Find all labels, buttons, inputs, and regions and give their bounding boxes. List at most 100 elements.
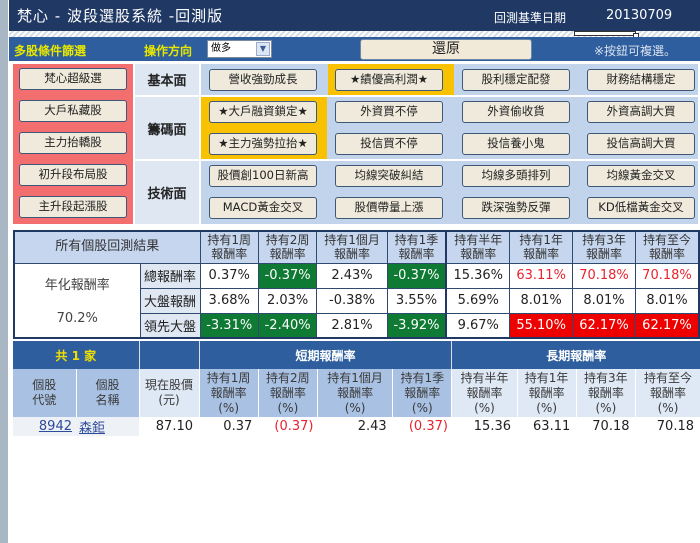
return-cell: 0.37 [223,419,253,434]
backtest-results-table: 所有個股回測結果 持有1周 報酬率 持有2周 報酬率 持有1個月 報酬率 持有1季 報酬… [13,230,700,339]
filter-button[interactable]: 外資高調大買 [587,101,695,123]
filter-button[interactable]: 股價帶量上漲 [335,197,443,219]
mini-scrollbar[interactable] [574,31,639,39]
multi-select-hint: ※按鈕可複選。 [594,44,677,58]
cell: 55.10% [509,312,574,339]
price-cell: 87.10 [155,419,193,434]
filter-panel: 梵心超級選 大戶私藏股 主力抬轎股 初升段布局股 主升段起漲股 基本面 籌碼面 … [13,64,699,227]
results-title: 所有個股回測結果 [13,230,201,264]
filter-button[interactable]: 外資偷收貨 [462,101,570,123]
toolbar: 多股條件篩選 操作方向 做多 ▼ 還原 ※按鈕可複選。 [9,37,700,61]
return-cell: 70.18 [656,419,694,434]
filter-button[interactable]: 股價創100日新高 [209,165,317,187]
preset-button[interactable]: 初升段布局股 [19,164,127,186]
filter-button[interactable]: 營收強勁成長 [209,69,317,91]
filter-button[interactable]: ★績優高利潤★ [335,69,443,91]
cell: 3.55% [386,287,447,314]
cell: 8.01% [572,287,636,314]
filter-button[interactable]: ★大戶融資鎖定★ [209,101,317,123]
row-label: 領先大盤 [139,312,201,339]
filter-button[interactable]: 跌深強勢反彈 [462,197,570,219]
cell: 70.18% [634,262,700,289]
direction-selected-value: 做多 [211,43,231,54]
table-row: 年化報酬率 70.2% 總報酬率 0.37% -0.37% 2.43% -0.3… [13,262,700,339]
col-header: 持有1個月 報酬率 (%) [316,369,393,417]
return-cell: 70.18 [592,419,630,434]
cell: 3.68% [199,287,259,314]
stock-list-table: 共 1 家 短期報酬率 長期報酬率 個股 代號 個股 名稱 現在股價 (元) 持有1周… [13,341,700,436]
blank-header [138,341,199,369]
col-name-header: 個股 名稱 [75,369,139,417]
preset-button[interactable]: 大戶私藏股 [19,100,127,122]
col-header: 持有半年 報酬率 (%) [451,369,517,417]
filter-button[interactable]: 投信買不停 [335,133,443,155]
category-fundamental: 基本面 [135,64,199,95]
long-term-header: 長期報酬率 [451,341,700,369]
cell: 15.36% [445,262,511,289]
table-row: 領先大盤 -3.31% -2.40% 2.81% -3.92% 9.67% 55… [14,312,700,339]
cell: 9.67% [445,312,511,339]
col-header: 持有1季 報酬率 (%) [392,369,452,417]
direction-select[interactable]: 做多 ▼ [207,40,272,58]
cell: 62.17% [572,312,636,339]
filter-button[interactable]: 投信高調大買 [587,133,695,155]
cell: 63.11% [509,262,574,289]
col-price-header: 現在股價 (元) [138,369,199,417]
cell: -0.38% [316,287,388,314]
filter-button[interactable]: ★主力強勢拉抬★ [209,133,317,155]
filter-button[interactable]: 均線多頭排列 [462,165,570,187]
filter-button[interactable]: 均線黃金交叉 [587,165,695,187]
return-cell: 2.43 [357,419,387,434]
col-header: 持有1周 報酬率 [199,230,259,264]
col-header: 持有1季 報酬率 [386,230,447,264]
stock-code-cell: 8942 [13,417,76,436]
category-technical: 技術面 [135,161,199,224]
cell: 62.17% [634,312,700,339]
row-label: 大盤報酬 [139,287,201,314]
reset-button[interactable]: 還原 [360,39,532,60]
chevron-down-icon[interactable]: ▼ [256,42,270,56]
cell: -3.31% [199,312,259,339]
preset-button[interactable]: 主升段起漲股 [19,196,127,218]
annualized-return: 年化報酬率 70.2% [13,262,141,339]
window-left-border [0,0,8,543]
cell: -3.92% [386,312,447,339]
annualized-return-value: 70.2% [56,311,98,327]
stock-name-cell: 森鉅 [76,417,139,436]
filter-button[interactable]: 投信養小鬼 [462,133,570,155]
filter-button[interactable]: MACD黃金交叉 [209,197,317,219]
stock-code-link[interactable]: 8942 [38,419,72,434]
table-row: 大盤報酬 3.68% 2.03% -0.38% 3.55% 5.69% 8.01… [14,287,700,314]
return-cell: (0.37) [274,419,314,434]
cell: -0.37% [386,262,447,289]
filter-button[interactable]: 股利穩定配發 [462,69,570,91]
return-cell: (0.37) [408,419,448,434]
col-header: 持有至今 報酬率 [634,230,700,264]
multi-filter-label: 多股條件篩選 [14,44,87,58]
col-header: 持有半年 報酬率 [445,230,511,264]
return-cell: 63.11 [533,419,571,434]
cell: 2.81% [316,312,388,339]
filter-button[interactable]: KD低檔黃金交叉 [587,197,695,219]
backtest-date-value: 20130709 [606,8,673,23]
app-title: 梵心 - 波段選股系統 -回測版 [17,7,224,25]
table-row: 8942 森鉅 87.10 0.37 (0.37) 2.43 (0.37) 15… [13,417,700,436]
stock-name-link[interactable]: 森鉅 [79,421,106,436]
col-header: 持有2周 報酬率 [257,230,318,264]
cell: 8.01% [509,287,574,314]
filter-button[interactable]: 均線突破糾結 [335,165,443,187]
col-header: 持有3年 報酬率 (%) [575,369,636,417]
backtest-date-label: 回測基準日期 [494,11,567,25]
filter-button[interactable]: 外資買不停 [335,101,443,123]
preset-button[interactable]: 主力抬轎股 [19,132,127,154]
cell: 2.03% [257,287,318,314]
preset-button[interactable]: 梵心超級選 [19,68,127,90]
cell: 70.18% [572,262,636,289]
col-code-header: 個股 代號 [13,369,76,417]
col-header: 持有至今 報酬率 (%) [635,369,700,417]
cell: 5.69% [445,287,511,314]
filter-button[interactable]: 財務結構穩定 [587,69,695,91]
col-header: 持有1個月 報酬率 [316,230,388,264]
col-header: 持有3年 報酬率 [572,230,636,264]
cell: -0.37% [257,262,318,289]
